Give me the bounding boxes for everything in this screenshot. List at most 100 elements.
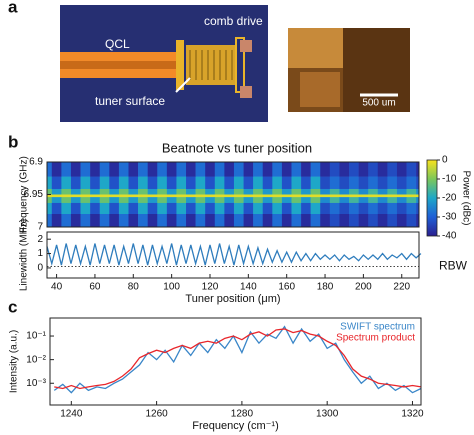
plot-frame — [46, 231, 420, 279]
heatmap-cell — [368, 194, 379, 198]
heatmap-cell — [358, 188, 369, 195]
heatmap-cell — [416, 202, 420, 215]
heatmap-cell — [233, 202, 244, 215]
heatmap-cell — [368, 176, 379, 190]
heatmap-cell — [90, 214, 101, 228]
heatmap-cell — [339, 162, 350, 177]
heatmap-cell — [51, 176, 62, 190]
heatmap-cell — [301, 188, 311, 195]
heatmap-cell — [253, 214, 264, 228]
heatmap-cell — [80, 188, 91, 195]
heatmap-cell — [99, 176, 110, 190]
heatmap-cell — [329, 188, 340, 195]
heatmap-cell — [195, 197, 206, 204]
heatmap-cell — [281, 197, 292, 204]
heatmap-cell — [377, 202, 388, 215]
heatmap-cell — [47, 194, 53, 198]
data-line — [53, 325, 422, 394]
heatmap-cell — [339, 202, 350, 215]
heatmap-cell — [406, 214, 417, 228]
heatmap-cell — [262, 214, 273, 228]
y-tick-label: 7 — [37, 222, 43, 233]
heatmap-cell — [377, 194, 388, 198]
heatmap-cell — [233, 188, 244, 195]
x-tick-label: 220 — [393, 282, 410, 293]
heatmap-cell — [301, 176, 311, 190]
diagram-label: QCL — [105, 37, 130, 51]
heatmap-cell — [291, 202, 302, 215]
heatmap-cell — [406, 194, 417, 198]
heatmap-cell — [157, 188, 168, 195]
heatmap-cell — [118, 214, 129, 228]
heatmap-cell — [396, 214, 407, 228]
colorbar-tick-label: -20 — [442, 193, 457, 204]
heatmap-cell — [396, 194, 407, 198]
heatmap-cell — [138, 214, 148, 228]
heatmap-cell — [377, 197, 388, 204]
y-tick-label: 0 — [37, 263, 43, 274]
heatmap-cell — [214, 202, 225, 215]
heatmap-cell — [147, 202, 158, 215]
heatmap-cell — [406, 162, 417, 177]
heatmap-cell — [224, 176, 235, 190]
colorbar-tick-label: -10 — [442, 174, 457, 185]
heatmap-cell — [358, 194, 369, 198]
heatmap-cell — [291, 197, 302, 204]
heatmap-cell — [358, 202, 369, 215]
data-line — [46, 243, 422, 267]
heatmap-cell — [329, 214, 340, 228]
heatmap-cell — [61, 202, 72, 215]
diagram-label: tuner surface — [95, 94, 165, 108]
heatmap-cell — [214, 176, 225, 190]
heatmap-cell — [157, 197, 168, 204]
heatmap-cell — [138, 176, 148, 190]
heatmap-cell — [406, 197, 417, 204]
heatmap-cell — [147, 176, 158, 190]
heatmap-cell — [416, 197, 420, 204]
heatmap-cell — [51, 214, 62, 228]
heatmap-cell — [128, 214, 139, 228]
heatmap-cell — [128, 202, 139, 215]
heatmap-cell — [205, 202, 216, 215]
heatmap-cell — [166, 197, 177, 204]
heatmap-cell — [128, 188, 139, 195]
heatmap-cell — [320, 162, 331, 177]
y-tick-label: 2 — [37, 234, 43, 245]
heatmap-cell — [109, 202, 120, 215]
heatmap-cell — [80, 214, 91, 228]
x-tick-label: 60 — [89, 282, 101, 293]
heatmap-cell — [47, 176, 53, 190]
heatmap-cell — [329, 162, 340, 177]
heatmap-cell — [387, 194, 398, 198]
x-tick-label: 80 — [128, 282, 140, 293]
heatmap-cell — [262, 176, 273, 190]
heatmap-cell — [291, 188, 302, 195]
heatmap-cell — [243, 176, 254, 190]
heatmap-cell — [99, 188, 110, 195]
heatmap-cell — [416, 194, 420, 198]
heatmap-cell — [406, 202, 417, 215]
heatmap-cell — [176, 202, 187, 215]
heatmap-cell — [80, 202, 91, 215]
y-tick-label: 6.95 — [24, 189, 44, 200]
heatmap-cell — [329, 202, 340, 215]
heatmap-cell — [233, 197, 244, 204]
heatmap-cell — [416, 176, 420, 190]
reference-label: RBW — [439, 259, 468, 273]
heatmap-cell — [339, 197, 350, 204]
heatmap-cell — [310, 202, 321, 215]
heatmap-cell — [70, 202, 81, 215]
heatmap-cell — [195, 202, 206, 215]
y-tick-label: 6.9 — [29, 157, 43, 168]
heatmap-cell — [320, 194, 331, 198]
heatmap-cell — [61, 176, 72, 190]
heatmap-cell — [195, 176, 206, 190]
heatmap-cell — [387, 162, 398, 177]
heatmap-cell — [377, 214, 388, 228]
heatmap-cell — [128, 162, 139, 177]
heatmap-cell — [109, 214, 120, 228]
heatmap-cell — [358, 214, 369, 228]
heatmap-cell — [118, 176, 129, 190]
heatmap-cell — [118, 197, 129, 204]
